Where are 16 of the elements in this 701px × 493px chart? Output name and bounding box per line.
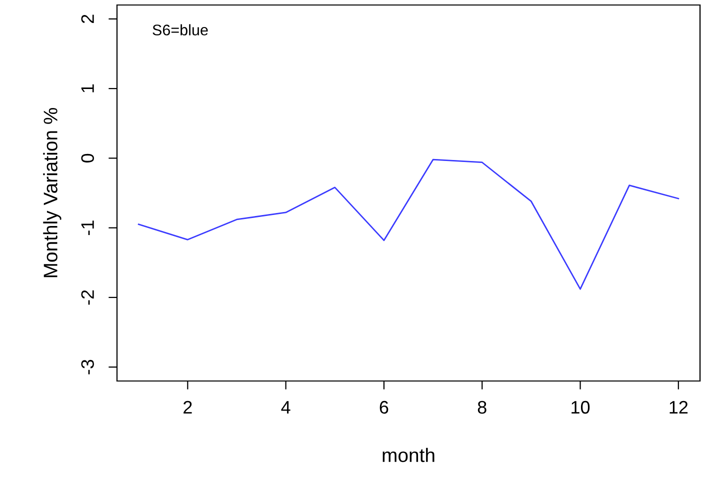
annotation: S6=blue	[152, 24, 208, 36]
y-tick-label: 2	[81, 14, 94, 24]
x-axis-title: month	[382, 448, 434, 462]
y-tick-label: 0	[81, 154, 94, 162]
x-tick-label: 8	[478, 400, 486, 414]
x-tick-label: 4	[281, 401, 290, 414]
y-axis-title: Monthly Variation %	[43, 108, 62, 278]
line-series	[138, 158, 680, 290]
y-tick-label: -2	[81, 290, 94, 305]
x-tick-label: 10	[572, 400, 590, 414]
y-tick-label: -1	[81, 220, 94, 236]
y-tick-label: -3	[81, 360, 94, 374]
x-tick-label: 2	[184, 400, 192, 414]
y-tick-label: 1	[81, 84, 94, 92]
x-tick-label: 6	[380, 400, 388, 414]
x-tick-label: 12	[670, 400, 688, 414]
